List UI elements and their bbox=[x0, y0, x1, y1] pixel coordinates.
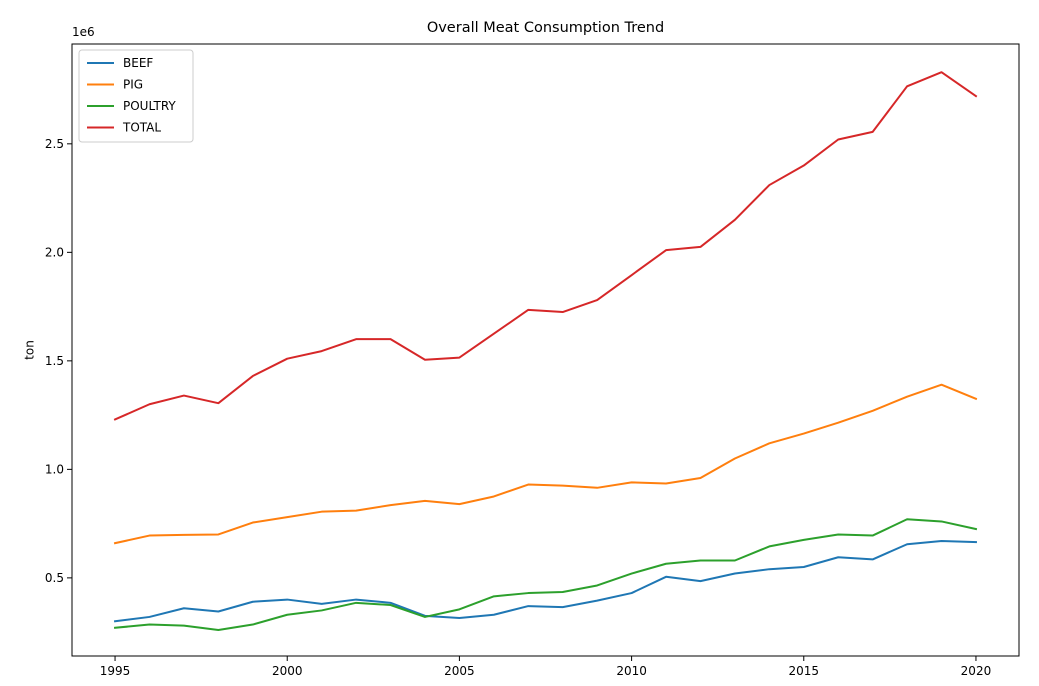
x-tick-label: 2005 bbox=[444, 664, 475, 678]
y-axis: 0.5 1.0 1.5 2.0 2.5 bbox=[45, 137, 72, 585]
series-line-total bbox=[113, 71, 978, 421]
y-tick-label: 2.5 bbox=[45, 137, 64, 151]
x-tick-label: 2020 bbox=[961, 664, 992, 678]
y-tick-label: 2.0 bbox=[45, 245, 64, 259]
legend-box bbox=[78, 49, 194, 143]
legend-label-total: TOTAL bbox=[122, 121, 161, 135]
x-axis: 1995 2000 2005 2010 2015 2020 bbox=[100, 656, 991, 678]
legend: BEEF PIG POULTRY TOTAL bbox=[78, 49, 194, 143]
legend-label-poultry: POULTRY bbox=[123, 99, 176, 113]
x-tick-label: 2010 bbox=[616, 664, 647, 678]
chart-title: Overall Meat Consumption Trend bbox=[427, 20, 664, 36]
legend-label-pig: PIG bbox=[123, 78, 143, 92]
plot-lines bbox=[113, 71, 978, 631]
series-line-poultry bbox=[113, 518, 978, 631]
y-axis-label: ton bbox=[23, 340, 37, 360]
plot-frame bbox=[71, 43, 1020, 657]
y-tick-label: 0.5 bbox=[45, 571, 64, 585]
y-axis-offset-label: 1e6 bbox=[72, 25, 95, 39]
series-line-pig bbox=[113, 383, 978, 545]
x-tick-label: 2000 bbox=[272, 664, 303, 678]
legend-label-beef: BEEF bbox=[123, 56, 153, 70]
y-tick-label: 1.5 bbox=[45, 354, 64, 368]
x-tick-label: 1995 bbox=[100, 664, 131, 678]
x-tick-label: 2015 bbox=[788, 664, 819, 678]
y-tick-label: 1.0 bbox=[45, 462, 64, 476]
series-line-beef bbox=[113, 539, 977, 623]
